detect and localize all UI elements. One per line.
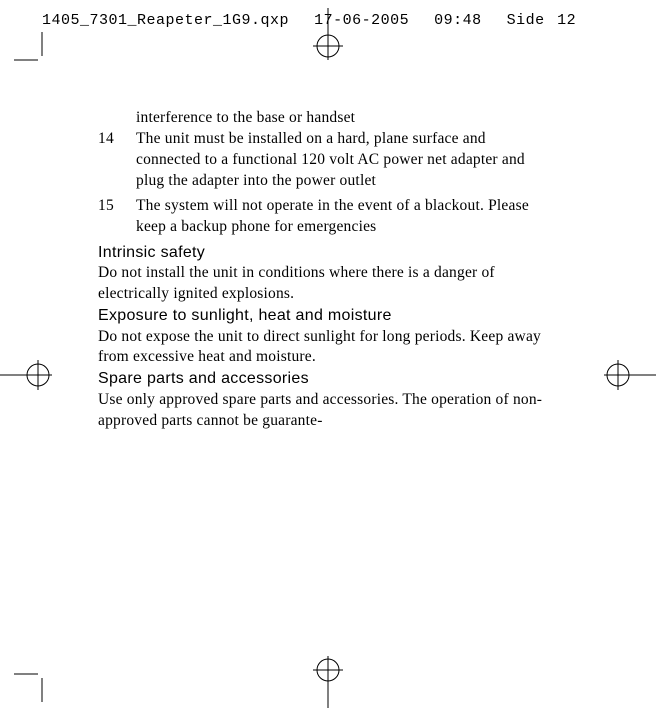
page: 1405_7301_Reapeter_1G9.qxp 17-06-2005 09…	[0, 0, 656, 716]
crop-mark-top-left	[14, 32, 50, 68]
section-body: Do not install the unit in conditions wh…	[98, 263, 548, 305]
list-item-14: 14 The unit must be installed on a hard,…	[98, 129, 548, 192]
meta-side: Side 12	[507, 12, 577, 29]
section-head-intrinsic-safety: Intrinsic safety	[98, 242, 548, 264]
list-text: The unit must be installed on a hard, pl…	[136, 129, 548, 192]
crop-mark-top	[303, 8, 353, 62]
section-body: Do not expose the unit to direct sunligh…	[98, 327, 548, 369]
list-text: The system will not operate in the event…	[136, 196, 548, 238]
lead-in-line: interference to the base or handset	[98, 108, 548, 129]
meta-filename: 1405_7301_Reapeter_1G9.qxp	[42, 12, 289, 29]
crop-mark-bottom-left	[14, 666, 50, 702]
section-body: Use only approved spare parts and access…	[98, 390, 548, 432]
crop-mark-left	[0, 350, 54, 400]
meta-time: 09:48	[434, 12, 482, 29]
body-text: interference to the base or handset 14 T…	[98, 108, 548, 432]
crop-mark-bottom	[303, 654, 353, 708]
section-head-exposure: Exposure to sunlight, heat and moisture	[98, 305, 548, 327]
list-item-15: 15 The system will not operate in the ev…	[98, 196, 548, 238]
list-number: 15	[98, 196, 136, 238]
crop-mark-right	[602, 350, 656, 400]
list-number: 14	[98, 129, 136, 192]
section-head-spare-parts: Spare parts and accessories	[98, 368, 548, 390]
